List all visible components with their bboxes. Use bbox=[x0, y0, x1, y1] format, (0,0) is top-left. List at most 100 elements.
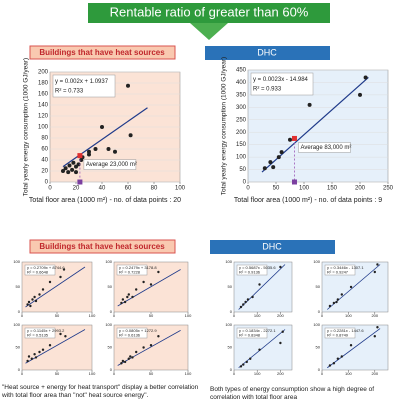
point bbox=[328, 304, 332, 308]
x-tick-label: 20 bbox=[73, 186, 80, 192]
point bbox=[29, 304, 32, 308]
point bbox=[87, 149, 91, 154]
banner-text: Rentable ratio of greater than 60% bbox=[110, 4, 309, 19]
y-tick-label: 50 bbox=[16, 345, 21, 350]
point bbox=[74, 170, 78, 175]
point bbox=[376, 263, 379, 266]
average-label-box bbox=[83, 159, 137, 170]
trendline bbox=[327, 328, 381, 369]
point bbox=[279, 265, 282, 269]
x-tick-label: 0 bbox=[48, 186, 52, 192]
x-tick-label: 100 bbox=[299, 186, 310, 192]
point bbox=[48, 280, 52, 284]
x-tick-label: 100 bbox=[254, 371, 261, 376]
x-tick-label: 0 bbox=[21, 371, 24, 376]
point bbox=[126, 295, 129, 299]
r-squared: R² = 0.9136 bbox=[239, 269, 261, 274]
equation-box bbox=[324, 264, 356, 276]
x-tick-label: 100 bbox=[175, 186, 186, 192]
point bbox=[120, 301, 123, 305]
point bbox=[249, 357, 252, 360]
r-squared: R² = 0.6648 bbox=[27, 269, 49, 274]
point bbox=[27, 355, 31, 358]
point bbox=[38, 350, 41, 354]
y-tick-label: 0 bbox=[110, 309, 113, 314]
y-tick-label: 100 bbox=[105, 322, 112, 327]
point bbox=[258, 283, 261, 286]
point bbox=[336, 357, 340, 360]
average-label: Average 23,000 m² bbox=[86, 162, 137, 168]
y-tick-label: 20 bbox=[41, 169, 48, 175]
point bbox=[67, 163, 72, 168]
y-tick-label: 50 bbox=[108, 345, 113, 350]
point bbox=[33, 295, 36, 299]
equation: y = 0.2281x - 1447.6 bbox=[327, 328, 364, 333]
average-label: Average 83,000 m² bbox=[300, 145, 351, 151]
y-tick-label: 200 bbox=[236, 130, 247, 136]
y-tick-label: 100 bbox=[13, 322, 20, 327]
y-tick-label: 100 bbox=[38, 125, 49, 131]
caption-box: Both types of energy consumption show a … bbox=[210, 386, 374, 401]
y-tick-label: 0 bbox=[318, 309, 321, 314]
x-tick-label: 200 bbox=[371, 371, 378, 376]
point bbox=[126, 83, 130, 88]
r-squared: R² = 0.8749 bbox=[327, 332, 349, 337]
point bbox=[59, 275, 62, 279]
point bbox=[376, 326, 379, 329]
x-tick-label: 100 bbox=[89, 313, 96, 318]
point bbox=[340, 355, 343, 358]
point bbox=[120, 362, 123, 365]
point bbox=[336, 298, 340, 301]
equation: y = 0.3446x - 1307.1 bbox=[327, 265, 364, 270]
y-tick-label: 250 bbox=[236, 117, 247, 123]
point bbox=[33, 353, 36, 356]
x-tick-label: 150 bbox=[327, 186, 338, 192]
x-tick-label: 0 bbox=[246, 186, 250, 192]
point bbox=[335, 300, 338, 304]
x-tick-label: 100 bbox=[185, 371, 192, 376]
point bbox=[123, 360, 127, 364]
x-tick-label: 0 bbox=[321, 313, 324, 318]
x-tick-label: 200 bbox=[277, 313, 284, 318]
header-box bbox=[29, 45, 176, 60]
point bbox=[59, 332, 62, 336]
x-axis-label: Total floor area (1000 m²) - no. of data… bbox=[29, 197, 181, 204]
point bbox=[121, 359, 125, 363]
y-tick-label: 180 bbox=[38, 81, 49, 87]
point bbox=[149, 283, 153, 286]
point bbox=[142, 280, 145, 284]
x-tick-label: 80 bbox=[151, 186, 158, 192]
y-tick-label: 0 bbox=[318, 367, 321, 372]
x-tick-label: 50 bbox=[55, 371, 60, 376]
y-tick-label: 100 bbox=[105, 259, 112, 264]
point bbox=[66, 170, 71, 175]
average-label-box bbox=[298, 142, 351, 153]
y-tick-label: 40 bbox=[41, 158, 48, 164]
point bbox=[100, 125, 104, 129]
point bbox=[279, 341, 282, 345]
banner bbox=[88, 3, 330, 23]
average-marker bbox=[77, 153, 83, 159]
y-axis-label: Total yearly energy consumption (1000 GJ… bbox=[23, 58, 30, 196]
point bbox=[363, 75, 368, 80]
r-squared: R² = 0.8348 bbox=[239, 332, 261, 337]
r-squared: R² = 0.733 bbox=[55, 88, 84, 94]
equation-box bbox=[236, 264, 268, 276]
x-tick-label: 100 bbox=[254, 313, 261, 318]
point bbox=[157, 335, 160, 338]
average-marker bbox=[291, 135, 297, 141]
equation-box bbox=[250, 72, 314, 96]
y-tick-label: 0 bbox=[230, 367, 233, 372]
point bbox=[340, 293, 343, 296]
x-tick-label: 100 bbox=[89, 371, 96, 376]
header-box bbox=[29, 239, 176, 254]
point bbox=[149, 344, 153, 347]
point bbox=[27, 300, 31, 304]
point bbox=[26, 303, 29, 306]
y-tick-label: 50 bbox=[16, 284, 21, 289]
point bbox=[332, 301, 336, 305]
point bbox=[307, 102, 312, 107]
equation: y = 0.5687x - 5035.6 bbox=[239, 265, 276, 270]
point bbox=[142, 346, 145, 349]
equation: y = 0.1145x + 2993.2 bbox=[27, 328, 65, 333]
